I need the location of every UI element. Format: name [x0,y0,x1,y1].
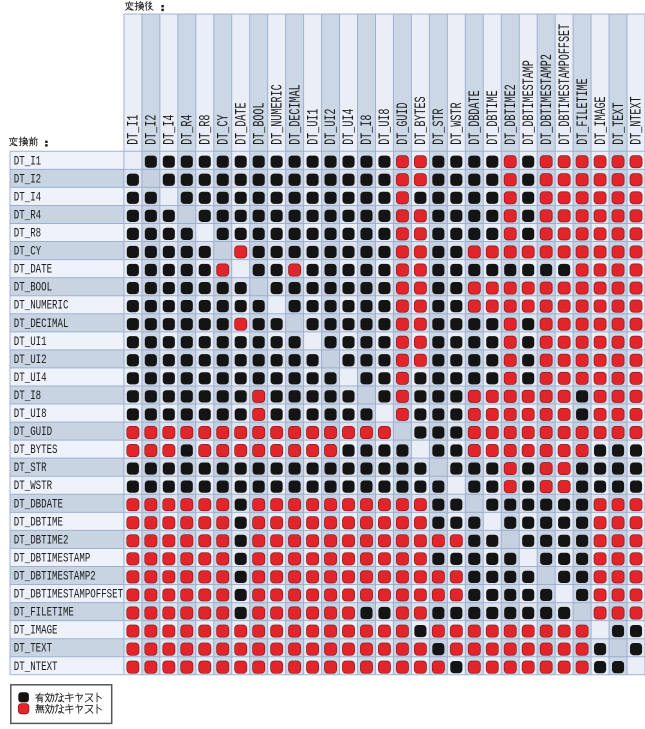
svg-text:DT_DECIMAL: DT_DECIMAL [14,318,69,332]
svg-text:DT_UI2: DT_UI2 [14,354,47,368]
svg-text:DT_NUMERIC: DT_NUMERIC [268,84,286,145]
svg-text:DT_BYTES: DT_BYTES [412,96,430,145]
svg-text:DT_DBDATE: DT_DBDATE [14,498,63,512]
svg-text:DT_STR: DT_STR [14,462,47,476]
svg-text:DT_GUID: DT_GUID [14,426,53,440]
svg-text:DT_DATE: DT_DATE [14,263,53,277]
svg-text:DT_UI4: DT_UI4 [340,108,358,144]
svg-text:DT_UI4: DT_UI4 [14,372,47,386]
svg-text:DT_DBTIME2: DT_DBTIME2 [502,84,520,144]
svg-text:DT_TEXT: DT_TEXT [14,643,53,657]
svg-text:DT_I8: DT_I8 [358,115,376,145]
svg-text:DT_I8: DT_I8 [14,390,41,404]
svg-text:DT_NTEXT: DT_NTEXT [14,661,58,675]
svg-text:DT_CY: DT_CY [14,245,42,259]
svg-text:DT_DBTIMESTAMP: DT_DBTIMESTAMP [14,552,91,566]
svg-text:DT_UI8: DT_UI8 [376,109,394,145]
svg-text:DT_UI1: DT_UI1 [304,108,322,144]
svg-text:DT_DBTIMESTAMP: DT_DBTIMESTAMP [520,60,538,145]
svg-text:DT_NTEXT: DT_NTEXT [628,96,645,145]
svg-text:DT_DBTIMESTAMPOFFSET: DT_DBTIMESTAMPOFFSET [556,24,574,145]
svg-text:DT_WSTR: DT_WSTR [448,102,466,144]
svg-text:DT_I2: DT_I2 [143,115,161,145]
svg-text:DT_BYTES: DT_BYTES [14,444,58,458]
svg-text:DT_R4: DT_R4 [178,114,196,144]
svg-text:DT_R8: DT_R8 [14,227,41,241]
svg-text:DT_I1: DT_I1 [125,114,143,144]
svg-text:DT_GUID: DT_GUID [394,102,412,144]
svg-text:DT_I4: DT_I4 [161,114,179,144]
svg-text:DT_STR: DT_STR [430,108,448,144]
svg-text:DT_CY: DT_CY [214,114,232,144]
svg-text:DT_DBTIMESTAMP2: DT_DBTIMESTAMP2 [538,54,556,145]
svg-text:DT_WSTR: DT_WSTR [14,480,53,494]
svg-text:DT_DBTIME: DT_DBTIME [14,516,63,530]
svg-text:DT_UI2: DT_UI2 [322,109,340,145]
svg-text:DT_BOOL: DT_BOOL [14,281,52,295]
svg-text:DT_IMAGE: DT_IMAGE [14,624,58,638]
svg-text:DT_R4: DT_R4 [14,209,42,223]
svg-text:DT_R8: DT_R8 [196,115,214,145]
svg-text:DT_UI1: DT_UI1 [14,336,47,350]
svg-text:DT_NUMERIC: DT_NUMERIC [14,300,69,314]
svg-text:DT_DECIMAL: DT_DECIMAL [286,84,304,144]
svg-text:DT_DBTIMESTAMPOFFSET: DT_DBTIMESTAMPOFFSET [14,588,124,602]
svg-text:DT_FILETIME: DT_FILETIME [574,78,592,145]
svg-text:DT_IMAGE: DT_IMAGE [592,96,610,145]
svg-text:DT_BOOL: DT_BOOL [250,102,268,144]
svg-text:DT_DBTIMESTAMP2: DT_DBTIMESTAMP2 [14,570,96,584]
svg-text:DT_FILETIME: DT_FILETIME [14,606,74,620]
svg-text:DT_I2: DT_I2 [14,173,41,187]
svg-text:DT_DATE: DT_DATE [232,102,250,144]
svg-text:DT_DBTIME2: DT_DBTIME2 [14,534,69,548]
svg-text:DT_I4: DT_I4 [14,191,42,205]
svg-text:DT_TEXT: DT_TEXT [610,102,628,144]
svg-text:DT_DBTIME: DT_DBTIME [484,90,502,145]
svg-text:DT_I1: DT_I1 [14,155,42,169]
svg-text:DT_UI8: DT_UI8 [14,408,47,422]
svg-text:DT_DBDATE: DT_DBDATE [466,90,484,145]
